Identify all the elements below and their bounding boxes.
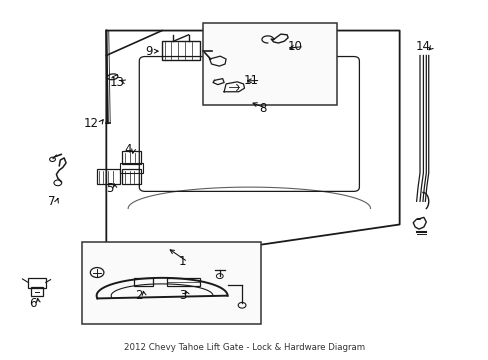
Bar bbox=[134, 278, 153, 286]
Bar bbox=[122, 169, 141, 184]
Text: 12: 12 bbox=[84, 117, 99, 130]
Text: 11: 11 bbox=[244, 74, 259, 87]
Text: 9: 9 bbox=[144, 45, 152, 58]
Bar bbox=[166, 278, 200, 286]
Text: 5: 5 bbox=[106, 183, 113, 195]
Text: 4: 4 bbox=[124, 143, 132, 156]
Text: 1: 1 bbox=[179, 255, 186, 268]
Bar bbox=[82, 242, 261, 324]
Bar bbox=[120, 163, 143, 172]
Text: 3: 3 bbox=[179, 289, 186, 302]
Text: 8: 8 bbox=[259, 102, 266, 115]
Text: 6: 6 bbox=[29, 297, 37, 310]
Text: 14: 14 bbox=[415, 40, 430, 53]
Text: 7: 7 bbox=[48, 195, 55, 208]
Bar bbox=[31, 288, 43, 296]
Bar bbox=[162, 41, 200, 60]
Text: 13: 13 bbox=[109, 76, 124, 89]
Text: 2012 Chevy Tahoe Lift Gate - Lock & Hardware Diagram: 2012 Chevy Tahoe Lift Gate - Lock & Hard… bbox=[123, 343, 365, 352]
Bar bbox=[203, 23, 336, 105]
Bar bbox=[122, 151, 141, 164]
Text: 10: 10 bbox=[287, 40, 302, 53]
Bar bbox=[97, 169, 120, 184]
Text: 2: 2 bbox=[135, 289, 142, 302]
Bar bbox=[28, 278, 45, 288]
